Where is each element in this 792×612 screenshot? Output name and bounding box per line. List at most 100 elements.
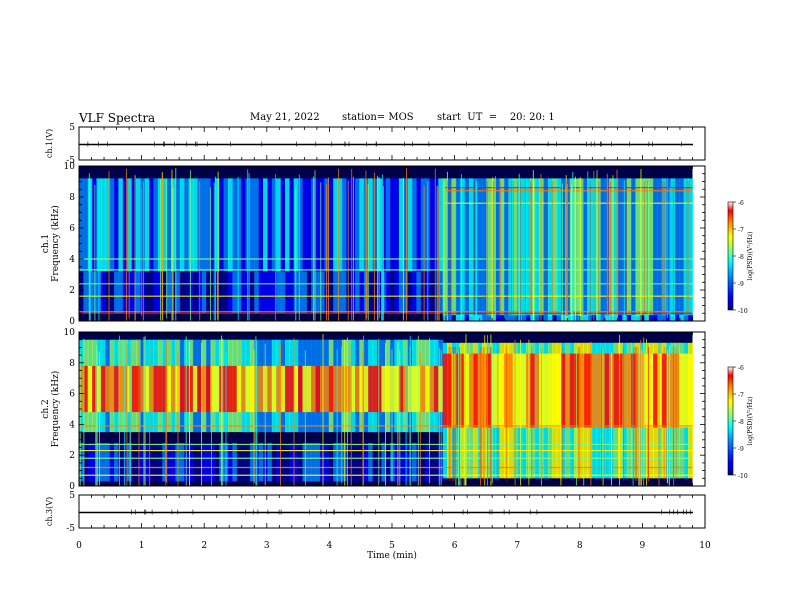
spectrogram-cell [368,365,374,413]
spectrogram-cell [175,178,181,272]
spectrogram-cell [390,442,396,482]
spectrogram-cell [526,178,531,317]
spectrogram-cell [416,178,422,272]
colorbar-tick-label: -9 [738,281,744,288]
spectrogram-cell [210,442,216,482]
spectrogram-cell [653,178,658,317]
spectrogram-cell [390,271,396,314]
spectrogram-cell [552,353,558,428]
spectrogram-cell [596,353,602,428]
spectrogram-cell [530,353,536,428]
spectrogram-cell [433,271,439,314]
spectrogram-cell [131,271,137,314]
spectrogram-cell [333,442,339,482]
spectrogram-cell [675,178,680,317]
spectrogram-cell [508,314,514,321]
spectrogram-cell [166,442,172,482]
spectrogram-cell [302,178,308,272]
spectrogram-cell [661,314,667,321]
spectrogram-cell [442,314,448,321]
y-axis-label: Frequency (kHz) [50,371,61,448]
colorbar-tick-label: -7 [738,392,744,399]
y-tick-label: 0 [69,482,75,492]
spectrogram-cell [311,365,317,413]
spectrogram-cell [83,365,89,413]
spectrogram-cell [556,353,562,428]
spectrogram-cell [688,353,694,428]
spectrogram-cell [236,271,242,314]
spectrogram-cell [644,314,650,321]
spectrogram-cell [320,271,325,314]
spectrogram-cell [267,178,273,272]
spectrogram-cell [368,271,374,314]
spectrogram-cell [333,271,339,314]
spectrogram-cell [118,271,124,314]
spectrogram-cell [377,442,382,482]
spectrogram-cell [83,442,89,482]
spectrogram-cell [547,178,553,317]
spectrogram-cell [390,365,396,413]
x-tick-label: 3 [264,541,270,551]
spectrogram-cell [149,178,155,272]
spectrogram-cell [355,365,361,413]
spectrogram-cell [122,442,128,482]
spectrogram-cell [653,314,658,321]
x-tick-label: 9 [640,541,646,551]
spectrogram-cell [526,314,531,321]
spectrogram-cell [192,365,198,413]
spectrogram-cell [184,442,190,482]
spectrogram-cell [420,178,426,272]
spectrogram-cell [149,442,155,482]
y-tick-label: 2 [69,286,75,296]
spectrogram-cell [197,365,203,413]
spectrogram-cell [285,442,290,482]
spectrogram-cell [131,442,137,482]
spectrogram-cell [201,365,207,413]
spectrogram-cell [556,178,562,317]
spectrogram-cell [328,442,334,482]
spectrogram-cell [644,178,650,317]
spectrogram-cell [188,271,194,314]
spectrogram-cell [381,442,387,482]
colorbar-tick-label: -8 [738,254,744,261]
spectrogram-cell [679,314,685,321]
ch1-spectrogram-image [79,166,694,321]
spectrogram-cell [206,178,212,272]
spectrogram-cell [377,365,382,413]
spectrogram-cell [517,353,523,428]
spectrogram-cell [372,442,378,482]
spectrogram-cell [657,353,663,428]
spectrogram-cell [552,314,558,321]
spectrogram-cell [289,365,295,413]
spectrogram-cell [495,314,501,321]
spectrogram-cell [289,178,295,272]
spectrogram-cell [363,442,369,482]
date-label: May 21, 2022 [250,112,320,123]
spectrogram-cell [451,178,457,317]
start-time-label: start UT = 20: 20: 1 [437,112,555,123]
spectrogram-cell [337,365,343,413]
spectrogram-cell [96,365,102,413]
spectrogram-cell [324,442,330,482]
spectrogram-cell [587,353,593,428]
spectrogram-cell [241,178,247,272]
spectrogram-cell [618,353,623,428]
spectrogram-cell [206,365,212,413]
spectrogram-cell [420,271,426,314]
spectrogram-cell [258,271,264,314]
spectrogram-cell [346,271,352,314]
spectrogram-cell [232,178,238,272]
spectrogram-cell [341,271,347,314]
spectrogram-cell [355,442,361,482]
spectrogram-cell [271,178,277,272]
spectrogram-cell [333,178,339,272]
spectrogram-cell [346,442,352,482]
spectrogram-cell [582,314,588,321]
spectrogram-cell [512,178,518,317]
spectrogram-cell [534,178,540,317]
spectrogram-cell [87,365,93,413]
spectrogram-cell [276,178,282,272]
spectrogram-cell [429,271,435,314]
spectrogram-cell [372,365,378,413]
